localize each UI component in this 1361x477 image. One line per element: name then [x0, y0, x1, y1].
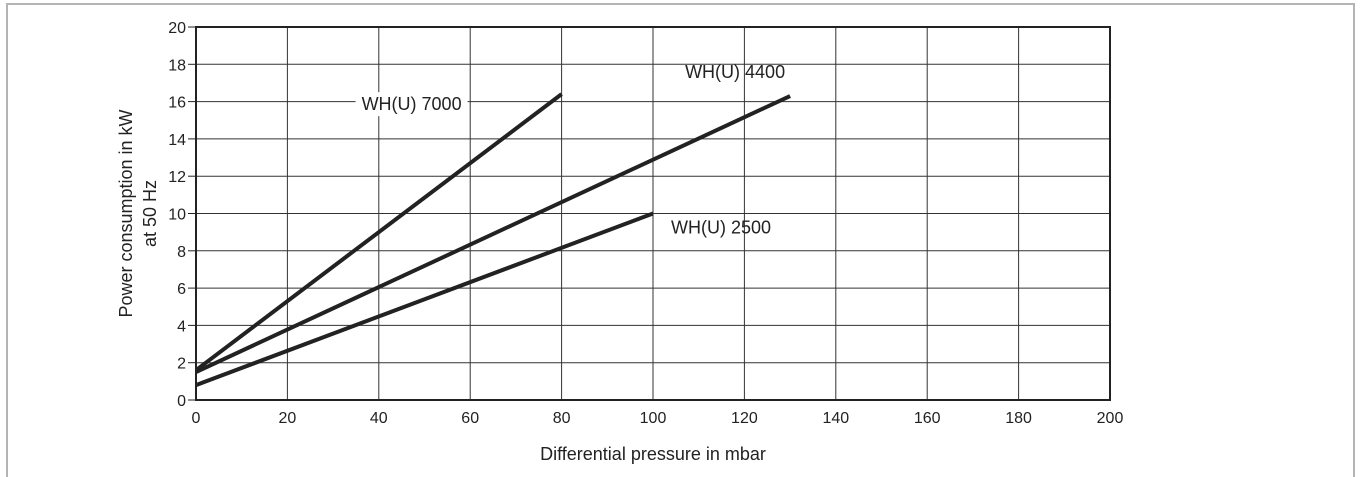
x-tick-label: 160: [914, 410, 941, 427]
y-tick-label: 20: [168, 20, 186, 37]
series-line: [194, 92, 563, 372]
series-labels: WH(U) 7000 WH(U) 4400 WH(U) 2500: [355, 62, 785, 238]
chart-frame: [6, 3, 1355, 477]
x-tick-label: 100: [640, 410, 667, 427]
x-tick-label: 80: [553, 410, 571, 427]
x-tick-label: 40: [370, 410, 388, 427]
x-tick-label: 0: [192, 410, 201, 427]
series-lines: [194, 92, 791, 387]
y-tick-label: 6: [177, 281, 186, 298]
grid: [196, 27, 1110, 400]
series-label: WH(U) 7000: [362, 94, 462, 114]
series-label: WH(U) 2500: [671, 218, 771, 238]
y-axis-title-line-2: at 50 Hz: [140, 180, 160, 247]
y-tick-label: 4: [177, 318, 186, 335]
series-label: WH(U) 4400: [685, 62, 785, 82]
y-tick-label: 8: [177, 244, 186, 261]
x-axis-title: Differential pressure in mbar: [540, 444, 766, 464]
y-tick-label: 10: [168, 207, 186, 224]
x-tick-label: 60: [461, 410, 479, 427]
x-tick-label: 180: [1005, 410, 1032, 427]
y-tick-label: 14: [168, 132, 186, 149]
series-label-background: [355, 92, 468, 117]
y-tick-label: 0: [177, 393, 186, 410]
x-tick-label: 140: [822, 410, 849, 427]
series-line: [195, 94, 791, 374]
x-tick-label: 120: [731, 410, 758, 427]
series-line: [195, 211, 654, 387]
y-tick-label: 18: [168, 57, 186, 74]
y-tick-label: 16: [168, 95, 186, 112]
y-tick-label: 12: [168, 169, 186, 186]
y-tick-label: 2: [177, 356, 186, 373]
x-tick-label: 20: [279, 410, 297, 427]
x-tick-label: 200: [1097, 410, 1124, 427]
y-axis-title-line-1: Power consumption in kW: [116, 109, 136, 317]
